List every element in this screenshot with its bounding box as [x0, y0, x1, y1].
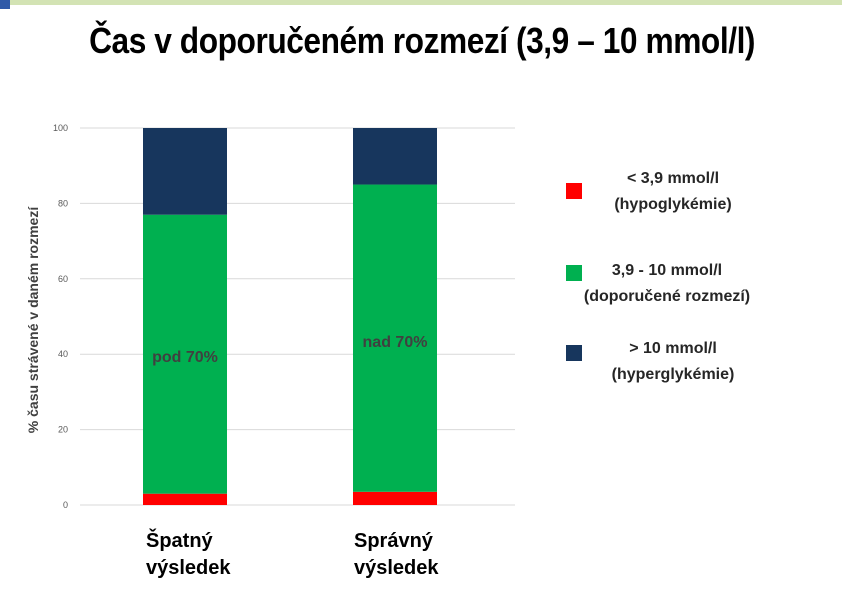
bar-segment [353, 128, 437, 185]
y-tick-label: 0 [63, 500, 68, 510]
y-tick-label: 100 [53, 123, 68, 133]
bar-segment [353, 491, 437, 505]
legend-label: 3,9 - 10 mmol/l (doporučené rozmezí) [583, 262, 751, 305]
y-axis-label: % času strávené v daném rozmezí [25, 206, 41, 434]
y-tick-label: 80 [58, 198, 68, 208]
y-tick-label: 60 [58, 274, 68, 284]
header-accent-square [0, 0, 10, 9]
bar-segment [143, 493, 227, 505]
bar-segment [143, 214, 227, 494]
legend-label: > 10 mmol/l (hyperglykémie) [611, 340, 735, 383]
bar-annotation: nad 70% [363, 334, 428, 351]
legend-swatch [566, 345, 582, 361]
x-category-label: Správný výsledek [354, 530, 439, 579]
header-accent-bar [0, 0, 842, 5]
legend-swatch [566, 183, 582, 199]
legend-label: < 3,9 mmol/l (hypoglykémie) [614, 170, 732, 213]
bar-segment [353, 184, 437, 492]
legend-swatch [566, 265, 582, 281]
y-tick-label: 40 [58, 349, 68, 359]
bar-segment [143, 128, 227, 215]
bar-annotation: pod 70% [152, 349, 218, 366]
x-category-label: Špatný výsledek [146, 530, 231, 579]
slide-title: Čas v doporučeném rozmezí (3,9 – 10 mmol… [89, 20, 756, 61]
y-tick-label: 20 [58, 425, 68, 435]
